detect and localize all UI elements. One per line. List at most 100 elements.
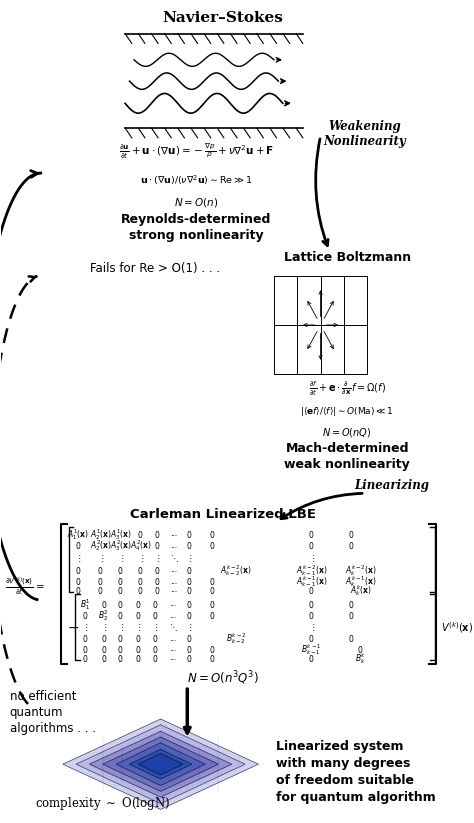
Text: $\frac{\partial\mathbf{u}}{\partial t} + \mathbf{u}\cdot(\nabla\mathbf{u}) = -\f: $\frac{\partial\mathbf{u}}{\partial t} +…: [118, 142, 274, 161]
Text: $A_{k-1}^{k-1}(\mathbf{x})$: $A_{k-1}^{k-1}(\mathbf{x})$: [296, 574, 328, 589]
Text: $0$: $0$: [186, 529, 192, 540]
Text: $0$: $0$: [309, 610, 315, 621]
Text: $0$: $0$: [137, 576, 144, 588]
Text: $\vdots$: $\vdots$: [154, 553, 160, 565]
Text: $\mathbf{u}\cdot(\nabla\mathbf{u})/(\nu\nabla^2\mathbf{u}) \sim \mathrm{Re} \gg : $\mathbf{u}\cdot(\nabla\mathbf{u})/(\nu\…: [140, 173, 253, 187]
Text: $0$: $0$: [209, 576, 215, 588]
Text: $0$: $0$: [186, 644, 192, 655]
Text: $0$: $0$: [137, 529, 144, 540]
Text: $A_1^1(\mathbf{x})$: $A_1^1(\mathbf{x})$: [67, 527, 90, 542]
Text: ...: ...: [170, 542, 178, 550]
Text: $0$: $0$: [152, 633, 158, 644]
Text: $0$: $0$: [209, 653, 215, 664]
Text: $0$: $0$: [152, 644, 158, 655]
Text: $0$: $0$: [348, 541, 355, 551]
Text: $0$: $0$: [154, 529, 160, 540]
Text: $0$: $0$: [100, 653, 107, 664]
Text: $0$: $0$: [209, 541, 215, 551]
Text: $0$: $0$: [135, 598, 142, 610]
Text: $0$: $0$: [82, 644, 88, 655]
Text: $\vdots$: $\vdots$: [136, 621, 142, 633]
Text: $A_{k-1}^{k-2}(\mathbf{x})$: $A_{k-1}^{k-2}(\mathbf{x})$: [296, 563, 328, 578]
Text: ...: ...: [170, 611, 177, 620]
Text: $0$: $0$: [75, 576, 82, 588]
Text: $0$: $0$: [309, 598, 315, 610]
Text: $N = O(n)$: $N = O(n)$: [174, 196, 219, 209]
Text: $0$: $0$: [75, 565, 82, 576]
Text: $0$: $0$: [98, 584, 104, 596]
Text: $0$: $0$: [186, 541, 192, 551]
Text: ...: ...: [170, 578, 178, 586]
Text: $0$: $0$: [309, 633, 315, 644]
Text: $|\langle \mathbf{e}f\rangle/\langle f\rangle| \sim O(\mathrm{Ma}) \ll 1$: $|\langle \mathbf{e}f\rangle/\langle f\r…: [300, 406, 394, 418]
Text: $A_k^{k-1}(\mathbf{x})$: $A_k^{k-1}(\mathbf{x})$: [345, 574, 376, 589]
Text: $0$: $0$: [98, 576, 104, 588]
Text: $0$: $0$: [209, 610, 215, 621]
Text: $0$: $0$: [348, 598, 355, 610]
Text: $\vdots$: $\vdots$: [82, 621, 88, 633]
Text: ...: ...: [170, 645, 177, 653]
Text: $\vdots$: $\vdots$: [98, 553, 104, 565]
Text: $0$: $0$: [152, 598, 158, 610]
Text: $0$: $0$: [82, 610, 88, 621]
Text: $B_2^2$: $B_2^2$: [99, 608, 109, 623]
Text: $N = O(n^3Q^3)$: $N = O(n^3Q^3)$: [187, 670, 259, 687]
Text: $0$: $0$: [154, 576, 160, 588]
Text: Weakening
Nonlinearity: Weakening Nonlinearity: [324, 119, 406, 148]
Text: $A_3^2(\mathbf{x})$: $A_3^2(\mathbf{x})$: [109, 538, 132, 553]
Text: $0$: $0$: [100, 633, 107, 644]
Text: $\vdots$: $\vdots$: [118, 553, 124, 565]
Text: $\vdots$: $\vdots$: [152, 621, 158, 633]
Text: complexity $\sim$ O(logN): complexity $\sim$ O(logN): [35, 794, 171, 811]
Text: $\vdots$: $\vdots$: [137, 553, 144, 565]
Text: ...: ...: [170, 530, 178, 538]
Text: $\ddots$: $\ddots$: [169, 621, 177, 633]
Text: $B_{k-2}^{k-2}$: $B_{k-2}^{k-2}$: [226, 631, 246, 646]
Polygon shape: [116, 743, 205, 785]
Text: $0$: $0$: [154, 541, 160, 551]
Text: Mach-determined
weak nonlinearity: Mach-determined weak nonlinearity: [284, 443, 410, 472]
Text: $A_2^2(\mathbf{x})$: $A_2^2(\mathbf{x})$: [90, 538, 112, 553]
Text: $0$: $0$: [186, 565, 192, 576]
Text: $0$: $0$: [348, 529, 355, 540]
Text: $0$: $0$: [82, 653, 88, 664]
Text: $-$: $-$: [67, 620, 80, 634]
Text: $0$: $0$: [186, 653, 192, 664]
Text: ...: ...: [170, 600, 177, 608]
Text: $0$: $0$: [118, 644, 124, 655]
Text: $\frac{\partial V^{(k)}(\mathbf{x})}{\partial t} =$: $\frac{\partial V^{(k)}(\mathbf{x})}{\pa…: [5, 575, 45, 597]
Text: Carleman Linearized LBE: Carleman Linearized LBE: [130, 508, 316, 521]
Text: $0$: $0$: [98, 565, 104, 576]
Text: $\vdots$: $\vdots$: [186, 621, 192, 633]
Text: $0$: $0$: [135, 633, 142, 644]
Text: $0$: $0$: [100, 644, 107, 655]
Text: $0$: $0$: [135, 610, 142, 621]
Text: Lattice Boltzmann: Lattice Boltzmann: [283, 251, 411, 264]
Text: $\vdots$: $\vdots$: [75, 553, 82, 565]
Text: ...: ...: [170, 654, 177, 663]
Text: $0$: $0$: [209, 584, 215, 596]
Text: ...: ...: [170, 635, 177, 643]
Text: $V^{(k)}(\mathbf{x})$: $V^{(k)}(\mathbf{x})$: [440, 620, 473, 635]
Text: no efficient
quantum
algorithms . . .: no efficient quantum algorithms . . .: [9, 690, 96, 735]
Text: $0$: $0$: [209, 529, 215, 540]
Text: $0$: $0$: [118, 584, 124, 596]
Text: $0$: $0$: [186, 610, 192, 621]
Text: $0$: $0$: [357, 644, 364, 655]
Text: $0$: $0$: [309, 584, 315, 596]
Polygon shape: [129, 750, 191, 779]
Text: $A_2^1(\mathbf{x})$: $A_2^1(\mathbf{x})$: [90, 527, 112, 542]
Text: $0$: $0$: [209, 598, 215, 610]
Text: $0$: $0$: [82, 633, 88, 644]
Text: $A_k^{k-2}(\mathbf{x})$: $A_k^{k-2}(\mathbf{x})$: [345, 563, 376, 578]
Text: $\vdots$: $\vdots$: [100, 621, 107, 633]
Text: $0$: $0$: [118, 653, 124, 664]
Text: ...: ...: [170, 566, 178, 574]
Text: $0$: $0$: [186, 633, 192, 644]
Text: $\ddots$: $\ddots$: [170, 553, 178, 565]
Polygon shape: [76, 725, 245, 803]
Text: $0$: $0$: [137, 584, 144, 596]
Text: ...: ...: [170, 586, 178, 594]
Text: $B_{k-1}^{k-1}$: $B_{k-1}^{k-1}$: [301, 642, 322, 657]
Text: $0$: $0$: [137, 565, 144, 576]
